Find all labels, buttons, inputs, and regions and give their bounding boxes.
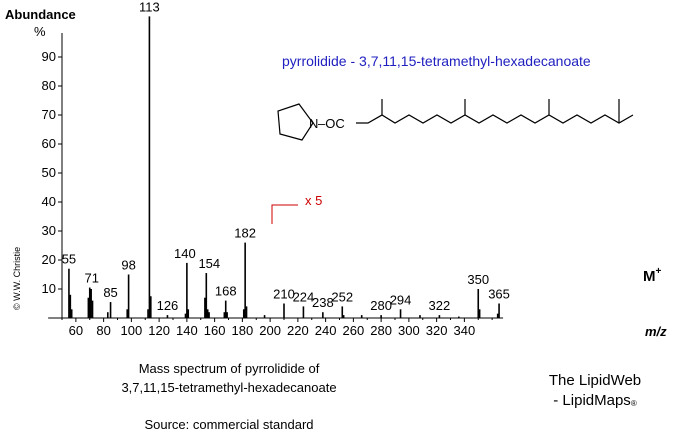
y-tick-label: 10 — [42, 281, 56, 296]
x-tick-label: 220 — [287, 323, 309, 338]
molecular-ion-label: M+ — [643, 266, 662, 285]
y-tick-label: 50 — [42, 165, 56, 180]
x-tick-label: 240 — [315, 323, 337, 338]
axes — [48, 33, 504, 319]
caption-line-2: 3,7,11,15-tetramethyl-hexadecanoate — [121, 380, 337, 395]
x-tick-label: 340 — [454, 323, 476, 338]
ester-linker: –OC — [318, 116, 345, 131]
y-tick-label: 80 — [42, 78, 56, 93]
peak-label-168: 168 — [215, 284, 237, 299]
x-tick-label: 60 — [69, 323, 83, 338]
peak-label-55: 55 — [62, 252, 76, 267]
peak-label-71: 71 — [85, 271, 99, 286]
brand-line-2: - LipidMaps® — [553, 392, 637, 409]
pyrrolidine-ring — [277, 103, 314, 141]
x-tick-label: 300 — [398, 323, 420, 338]
branding: The LipidWeb - LipidMaps® — [520, 372, 670, 409]
x-tick-label: 280 — [370, 323, 392, 338]
compound-title: pyrrolidide - 3,7,11,15-tetramethyl-hexa… — [282, 53, 591, 69]
x-tick-label: 100 — [121, 323, 143, 338]
y-axis-label: Abundance — [5, 7, 76, 22]
ticks: 10 20 30 40 50 60 70 80 90 60 80 100 120 140 160 180 200… — [42, 49, 493, 338]
x-tick-label: 80 — [96, 323, 110, 338]
magnification-bracket — [271, 204, 298, 224]
magnification-label: x 5 — [305, 193, 322, 208]
structure-diagram — [277, 99, 634, 141]
peak-label-113: 113 — [139, 0, 160, 14]
peak-label-98: 98 — [121, 258, 135, 273]
x-tick-label: 180 — [232, 323, 254, 338]
peaks — [68, 16, 500, 318]
nitrogen-atom: N — [309, 116, 318, 131]
caption: Mass spectrum of pyrrolidide of 3,7,11,1… — [98, 361, 360, 432]
peak-label-350: 350 — [467, 272, 489, 287]
x-tick-label: 120 — [148, 323, 170, 338]
source-note: Source: commercial standard — [144, 417, 314, 432]
x-tick-label: 140 — [176, 323, 198, 338]
y-tick-label: 90 — [42, 49, 56, 64]
peak-label-126: 126 — [157, 298, 179, 313]
caption-line-1: Mass spectrum of pyrrolidide of — [138, 361, 320, 376]
registered-mark: ® — [630, 399, 637, 408]
y-tick-label: 70 — [42, 107, 56, 122]
x-tick-label: 260 — [343, 323, 365, 338]
peak-label-238: 238 — [312, 295, 334, 310]
peak-label-252: 252 — [331, 289, 353, 304]
y-tick-label: 20 — [42, 252, 56, 267]
peak-label-140: 140 — [174, 246, 196, 261]
peak-label-294: 294 — [390, 292, 412, 307]
alkyl-chain — [356, 114, 634, 124]
x-tick-label: 320 — [426, 323, 448, 338]
y-tick-label: 60 — [42, 136, 56, 151]
peak-label-182: 182 — [234, 226, 256, 241]
y-axis-unit: % — [34, 24, 46, 39]
peak-label-85: 85 — [103, 285, 117, 300]
peak-label-210: 210 — [273, 287, 295, 302]
peak-label-154: 154 — [198, 256, 220, 271]
x-tick-label: 160 — [204, 323, 226, 338]
peak-label-280: 280 — [370, 298, 392, 313]
y-tick-label: 30 — [42, 223, 56, 238]
x-axis-label: m/z — [645, 324, 667, 339]
peak-label-224: 224 — [293, 289, 315, 304]
x-tick-label: 200 — [259, 323, 281, 338]
brand-line-1: The LipidWeb — [548, 372, 642, 389]
copyright-text: © W.W. Christie — [12, 247, 22, 310]
y-tick-label: 40 — [42, 194, 56, 209]
peak-label-322: 322 — [429, 298, 451, 313]
peak-label-365: 365 — [488, 287, 510, 302]
